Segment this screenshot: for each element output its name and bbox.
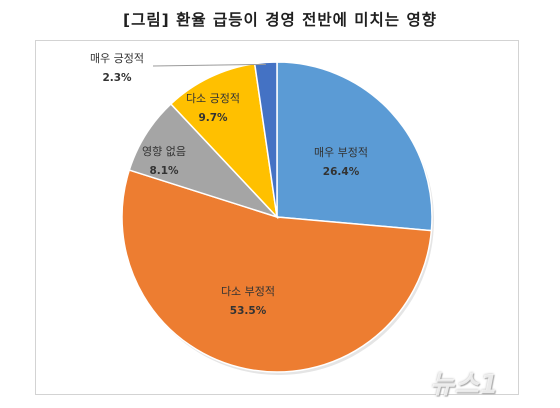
slice-label: 다소 부정적 [221,285,275,298]
slice-label: 다소 긍정적 [186,92,240,105]
slice-value-label: 53.5% [230,305,267,317]
slice-label: 영향 없음 [142,145,186,158]
leader-line [152,63,266,67]
slice-label: 매우 긍정적 [90,52,144,65]
slice-value-label: 2.3% [102,72,132,84]
pie-slice-1 [276,61,433,232]
pie-slice-2 [121,169,433,373]
slice-value-label: 9.7% [198,112,228,124]
news1-watermark: 뉴스1 [430,370,499,400]
slice-value-label: 8.1% [149,165,179,177]
slice-label: 매우 부정적 [314,146,368,159]
chart-title: [그림] 환율 급등이 경영 전반에 미치는 영향 [123,11,437,29]
slice-value-label: 26.4% [323,166,360,178]
pie-slice-5 [253,61,278,218]
